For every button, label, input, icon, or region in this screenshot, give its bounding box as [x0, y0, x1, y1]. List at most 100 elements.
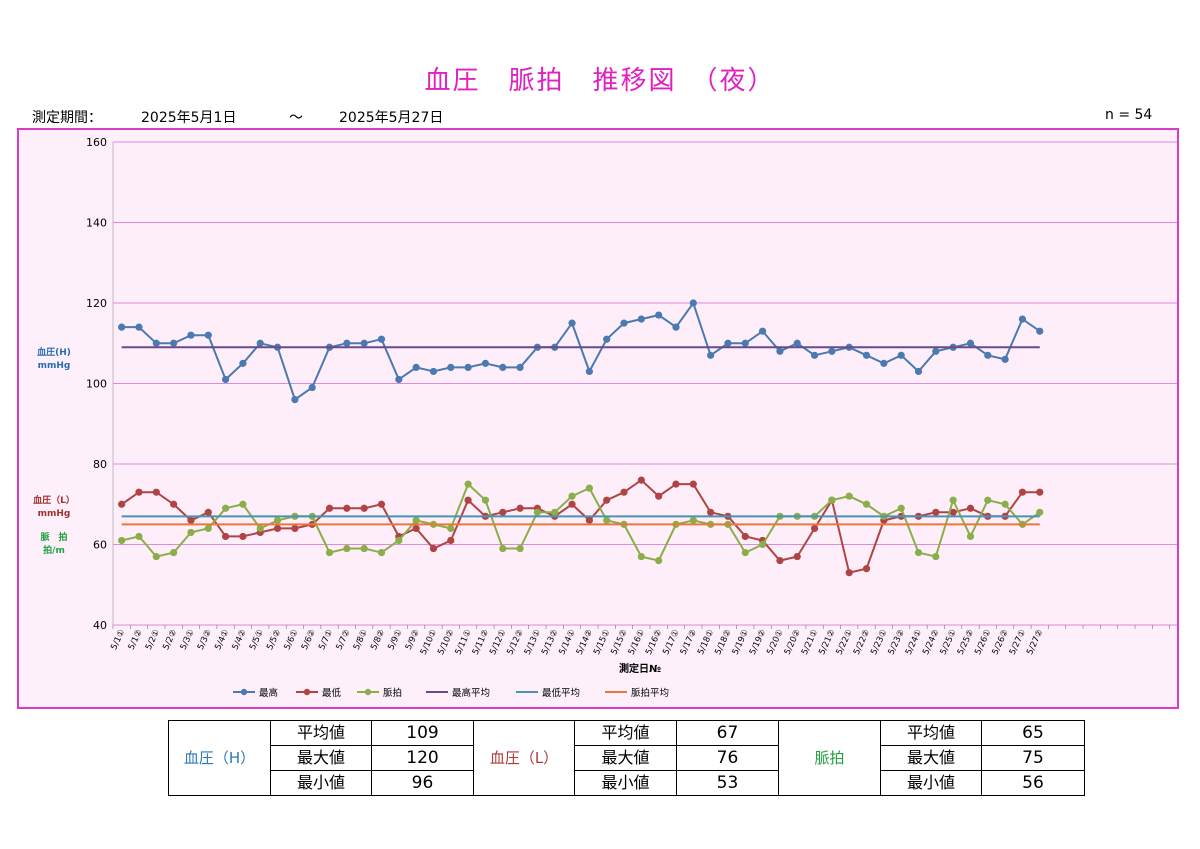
x-tick-label: 5/3①	[179, 628, 197, 652]
legend-label: 脈拍	[383, 687, 402, 699]
data-point	[603, 516, 611, 524]
group-label-h: 血圧（H）	[168, 720, 271, 796]
y-axis-label: 血圧(H)	[37, 346, 71, 358]
data-point	[481, 359, 490, 367]
data-point	[447, 536, 455, 545]
x-tick-label: 5/9②	[404, 628, 422, 652]
data-point	[412, 363, 420, 371]
data-point	[672, 323, 680, 331]
x-tick-label: 5/1①	[109, 628, 127, 652]
data-point	[221, 375, 230, 384]
data-point	[135, 323, 143, 331]
legend-marker	[303, 688, 311, 696]
data-point	[707, 508, 715, 516]
y-tick-label: 60	[93, 539, 107, 552]
data-point	[464, 496, 472, 504]
data-point	[273, 516, 282, 524]
data-point	[1001, 355, 1009, 363]
data-point	[187, 331, 195, 339]
data-point	[672, 480, 680, 488]
data-point	[568, 492, 576, 500]
data-point	[845, 569, 853, 577]
data-point	[776, 347, 784, 355]
data-point	[135, 488, 143, 496]
data-point	[118, 500, 126, 508]
stat-value: 76	[676, 745, 779, 771]
x-tick-label: 5/8②	[369, 628, 387, 652]
end-date: 2025年5月27日	[339, 110, 444, 126]
data-point	[135, 532, 143, 541]
stat-value: 67	[676, 720, 779, 746]
data-point	[949, 496, 957, 504]
legend-label: 最低平均	[542, 687, 580, 699]
data-point	[984, 351, 992, 359]
data-point	[221, 532, 230, 541]
data-point	[204, 331, 212, 339]
chart-title: 血圧 脈拍 推移図 （夜）	[424, 66, 776, 96]
data-point	[499, 363, 507, 371]
data-point	[1036, 508, 1044, 516]
y-axis-label: 血圧（L）	[33, 494, 75, 506]
data-point	[949, 508, 957, 516]
row-label: 最小値	[270, 770, 372, 796]
data-point	[447, 363, 455, 371]
data-point	[464, 363, 472, 371]
data-point	[516, 363, 524, 371]
period-label: 測定期間：	[32, 110, 102, 126]
data-point	[429, 544, 438, 553]
stat-value: 53	[676, 770, 779, 796]
data-point	[1018, 315, 1027, 323]
data-point	[170, 500, 178, 508]
data-point	[308, 383, 316, 392]
data-point	[412, 524, 420, 532]
data-point	[845, 492, 853, 500]
data-point	[187, 516, 195, 524]
data-point	[1001, 500, 1009, 508]
group-label-pulse: 脈拍	[778, 720, 881, 796]
stat-value: 109	[371, 720, 474, 746]
data-point	[689, 516, 697, 524]
data-point	[360, 544, 368, 553]
data-point	[239, 500, 247, 508]
data-point	[568, 500, 576, 508]
data-point	[637, 476, 645, 484]
y-axis-label: 拍/m	[43, 544, 65, 556]
data-point	[862, 565, 871, 573]
data-point	[481, 496, 490, 504]
data-point	[256, 524, 264, 532]
data-point	[533, 508, 542, 516]
row-label: 最小値	[880, 770, 982, 796]
data-point	[862, 351, 871, 359]
data-point	[880, 359, 888, 367]
data-point	[620, 488, 628, 496]
data-point	[758, 327, 767, 335]
data-point	[862, 500, 871, 508]
data-point	[447, 524, 455, 532]
data-point	[810, 351, 819, 359]
stat-value: 75	[981, 745, 1085, 771]
data-point	[932, 508, 940, 516]
data-point	[932, 347, 940, 355]
stats-table: 血圧（H） 平均値 109 血圧（L） 平均値 67 脈拍 平均値 65 最大値…	[168, 720, 1085, 796]
stat-value: 120	[371, 745, 474, 771]
legend-label: 最高	[259, 687, 278, 699]
stat-value: 96	[371, 770, 474, 796]
stats-row-avg: 血圧（H） 平均値 109 血圧（L） 平均値 67 脈拍 平均値 65	[168, 720, 1085, 796]
x-tick-label: 5/27②	[1025, 628, 1045, 656]
data-point	[325, 504, 334, 512]
data-point	[689, 299, 697, 307]
x-tick-label: 5/4②	[231, 628, 249, 652]
data-point	[170, 548, 178, 557]
data-point	[897, 504, 905, 512]
data-point	[204, 524, 212, 532]
start-date: 2025年5月1日	[141, 110, 237, 126]
data-point	[256, 339, 264, 347]
x-tick-label: 5/5①	[248, 628, 266, 652]
data-point	[603, 496, 611, 504]
data-point	[828, 496, 836, 504]
data-point	[776, 557, 784, 565]
chart-area: 40 60 80 100 120 140 160 5/1① 5/1② 5/2① 5/2② 5/3① 5/…	[17, 128, 1179, 709]
data-point	[603, 335, 611, 343]
x-tick-label: 5/6①	[283, 628, 301, 652]
data-point	[655, 311, 663, 319]
